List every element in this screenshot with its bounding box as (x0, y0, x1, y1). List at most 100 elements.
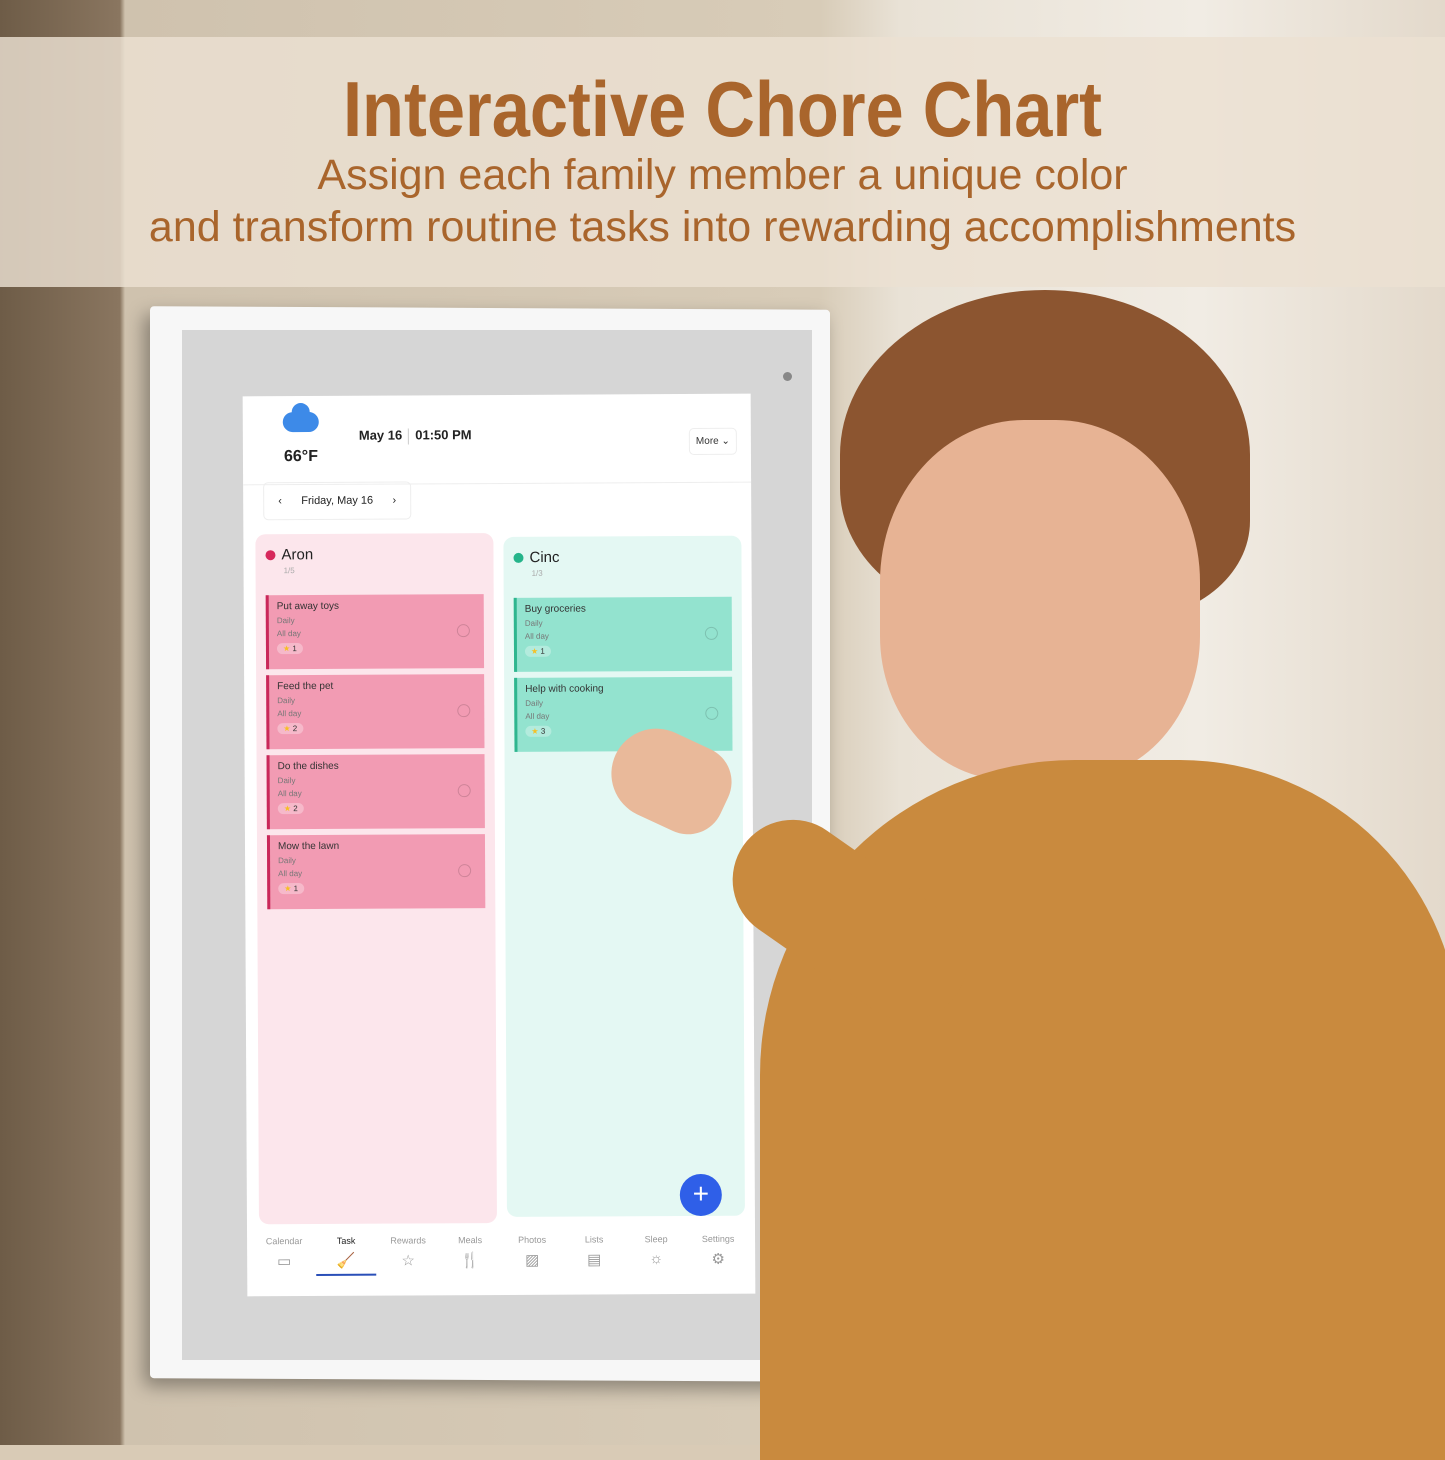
points-badge: ★ 1 (278, 883, 305, 895)
task-title: Help with cooking (525, 683, 604, 695)
member-progress: 1/3 (531, 568, 543, 578)
sleep-icon: ☼ (649, 1250, 664, 1268)
banner-subtitle-1: Assign each family member a unique color (317, 151, 1128, 199)
points-value: 1 (292, 644, 297, 654)
boy-face (880, 420, 1200, 780)
nav-tab-sleep[interactable]: Sleep ☼ (626, 1234, 686, 1274)
lists-icon: ▤ (587, 1251, 602, 1269)
task-card[interactable]: Help with cooking Daily All day ★ 3 (514, 676, 733, 752)
nav-tab-photos[interactable]: Photos ▨ (502, 1235, 562, 1275)
points-value: 2 (293, 804, 298, 814)
promo-banner: Interactive Chore Chart Assign each fami… (0, 37, 1445, 287)
nav-tab-meals[interactable]: Meals 🍴 (440, 1235, 500, 1275)
task-title: Do the dishes (277, 760, 339, 773)
task-complete-checkbox[interactable] (705, 706, 719, 720)
star-icon: ★ (282, 644, 291, 654)
task-time: All day (277, 789, 302, 799)
member-progress: 1/5 (283, 566, 295, 576)
star-icon: ★ (531, 726, 539, 736)
member-column-cinc: Cinc 1/3 Buy groceries Daily All day ★ 1… (503, 535, 745, 1217)
points-value: 3 (540, 726, 546, 736)
current-date: Friday, May 16 (301, 494, 374, 508)
nav-tab-task[interactable]: Task 🧹 (316, 1235, 377, 1276)
camera-dot (783, 372, 792, 381)
chevron-right-icon[interactable]: › (392, 494, 397, 507)
rewards-icon: ☆ (401, 1252, 415, 1270)
task-title: Put away toys (276, 600, 340, 613)
member-color-dot (265, 549, 276, 560)
task-card[interactable]: Mow the lawn Daily All day ★ 1 (266, 834, 486, 910)
points-badge: ★ 2 (277, 803, 304, 815)
date-navigator: ‹ Friday, May 16 › (263, 481, 412, 521)
points-badge: ★ 2 (277, 723, 304, 735)
points-value: 1 (293, 884, 299, 894)
more-button[interactable]: More ⌄ (688, 427, 737, 455)
weather-widget: 66°F (282, 411, 319, 466)
divider (408, 428, 410, 445)
bottom-nav: Calendar ▭ Task 🧹 Rewards ☆ Meals 🍴 Photos ▨ Lists… (247, 1234, 755, 1277)
task-time: All day (277, 709, 302, 719)
meals-icon: 🍴 (460, 1252, 480, 1270)
time: 01:50 PM (415, 427, 472, 443)
nav-tab-calendar[interactable]: Calendar ▭ (254, 1236, 314, 1276)
task-title: Mow the lawn (277, 840, 340, 853)
task-repeat: Daily (277, 776, 296, 786)
task-complete-checkbox[interactable] (458, 864, 472, 878)
settings-icon: ⚙ (711, 1250, 725, 1268)
task-card[interactable]: Buy groceries Daily All day ★ 1 (513, 596, 733, 672)
more-label: More (695, 435, 719, 447)
task-card[interactable]: Put away toys Daily All day ★ 1 (265, 594, 485, 670)
temperature: 66°F (283, 447, 318, 466)
task-time: All day (276, 629, 301, 639)
task-repeat: Daily (524, 618, 543, 628)
star-icon: ★ (283, 804, 292, 814)
task-complete-checkbox[interactable] (704, 626, 718, 640)
task-card[interactable]: Feed the pet Daily All day ★ 2 (266, 674, 485, 750)
banner-title: Interactive Chore Chart (342, 65, 1103, 153)
nav-label: Sleep (644, 1234, 668, 1245)
task-repeat: Daily (276, 616, 295, 626)
chevron-down-icon: ⌄ (721, 435, 730, 447)
nav-tab-settings[interactable]: Settings ⚙ (688, 1234, 748, 1274)
photos-icon: ▨ (525, 1251, 540, 1269)
task-repeat: Daily (277, 696, 296, 706)
task-complete-checkbox[interactable] (457, 704, 471, 718)
task-repeat: Daily (278, 856, 296, 866)
date: May 16 (358, 427, 403, 443)
nav-label: Photos (518, 1234, 547, 1245)
datetime: May 16 01:50 PM (358, 427, 472, 445)
task-time: All day (524, 631, 549, 641)
task-time: All day (525, 711, 550, 721)
chevron-left-icon[interactable]: ‹ (278, 495, 282, 508)
star-icon: ★ (530, 646, 539, 656)
task-repeat: Daily (525, 698, 544, 708)
member-color-dot (513, 552, 524, 563)
nav-label: Calendar (265, 1236, 303, 1247)
task-card[interactable]: Do the dishes Daily All day ★ 2 (266, 754, 485, 830)
calendar-icon: ▭ (277, 1253, 292, 1271)
points-value: 1 (540, 646, 545, 656)
points-badge: ★ 1 (524, 645, 551, 657)
nav-label: Settings (701, 1233, 735, 1244)
task-time: All day (278, 869, 303, 879)
nav-tab-rewards[interactable]: Rewards ☆ (378, 1235, 438, 1275)
device-screen: 66°F May 16 01:50 PM More ⌄ ‹ Friday, May… (242, 393, 756, 1297)
nav-tab-lists[interactable]: Lists ▤ (564, 1234, 624, 1274)
points-badge: ★ 1 (276, 643, 303, 655)
member-name: Cinc (529, 548, 560, 567)
member-column-aron: Aron 1/5 Put away toys Daily All day ★ 1… (255, 533, 497, 1225)
task-complete-checkbox[interactable] (457, 784, 471, 798)
nav-label: Rewards (390, 1235, 426, 1246)
banner-subtitle-2: and transform routine tasks into rewardi… (148, 203, 1297, 251)
points-badge: ★ 3 (525, 725, 552, 737)
cloud-icon (282, 411, 319, 433)
points-value: 2 (292, 724, 298, 734)
task-title: Feed the pet (277, 680, 334, 693)
add-task-button[interactable]: + (679, 1173, 722, 1217)
task-complete-checkbox[interactable] (456, 624, 470, 638)
nav-label: Meals (458, 1235, 483, 1246)
star-icon: ★ (283, 724, 291, 734)
member-name: Aron (281, 546, 314, 564)
task-title: Buy groceries (524, 603, 586, 615)
task-icon: 🧹 (336, 1252, 356, 1270)
